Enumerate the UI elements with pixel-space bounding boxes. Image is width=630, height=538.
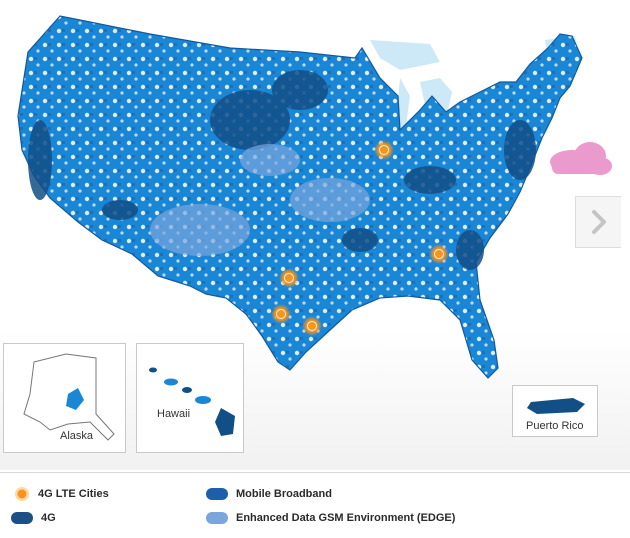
alaska-label: Alaska bbox=[60, 430, 94, 442]
legend-item-mobile-broadband: Mobile Broadband bbox=[206, 488, 332, 500]
lte-city-markers bbox=[271, 140, 449, 336]
legend-label-4g: 4G bbox=[41, 512, 56, 524]
chevron-right-icon bbox=[591, 210, 606, 234]
legend-label-lte-cities: 4G LTE Cities bbox=[38, 488, 109, 500]
legend-divider bbox=[0, 472, 630, 473]
us-coverage-map bbox=[17, 15, 612, 379]
legend-item-edge: Enhanced Data GSM Environment (EDGE) bbox=[206, 512, 455, 524]
edge-coverage-patches bbox=[150, 144, 370, 256]
map-legend: 4G LTE Cities 4G Mobile Broadband Enhanc… bbox=[0, 474, 630, 538]
hawaii-inset[interactable]: Hawaii bbox=[136, 343, 244, 453]
hawaii-label: Hawaii bbox=[157, 408, 191, 420]
puerto-rico-label: Puerto Rico bbox=[526, 420, 584, 432]
alaska-shape bbox=[23, 353, 115, 441]
legend-item-4g: 4G bbox=[11, 512, 56, 524]
coverage-map: Alaska Hawaii Puerto Rico bbox=[0, 0, 630, 470]
4g-swatch-icon bbox=[11, 512, 33, 524]
great-lakes bbox=[370, 36, 580, 140]
edge-swatch-icon bbox=[206, 512, 228, 524]
hawaii-shape bbox=[149, 367, 235, 436]
legend-item-lte-cities: 4G LTE Cities bbox=[14, 486, 109, 502]
mobile-broadband-swatch-icon bbox=[206, 488, 228, 500]
puerto-rico-shape bbox=[527, 398, 585, 414]
puerto-rico-inset[interactable]: Puerto Rico bbox=[512, 385, 598, 437]
cloud-decoration bbox=[550, 142, 612, 175]
alaska-inset[interactable]: Alaska bbox=[3, 343, 126, 453]
lte-city-dot-icon bbox=[15, 487, 29, 501]
4g-coverage-patches bbox=[28, 70, 536, 270]
next-map-button[interactable] bbox=[575, 196, 621, 248]
legend-label-mobile-broadband: Mobile Broadband bbox=[236, 488, 332, 500]
legend-label-edge: Enhanced Data GSM Environment (EDGE) bbox=[236, 512, 456, 524]
